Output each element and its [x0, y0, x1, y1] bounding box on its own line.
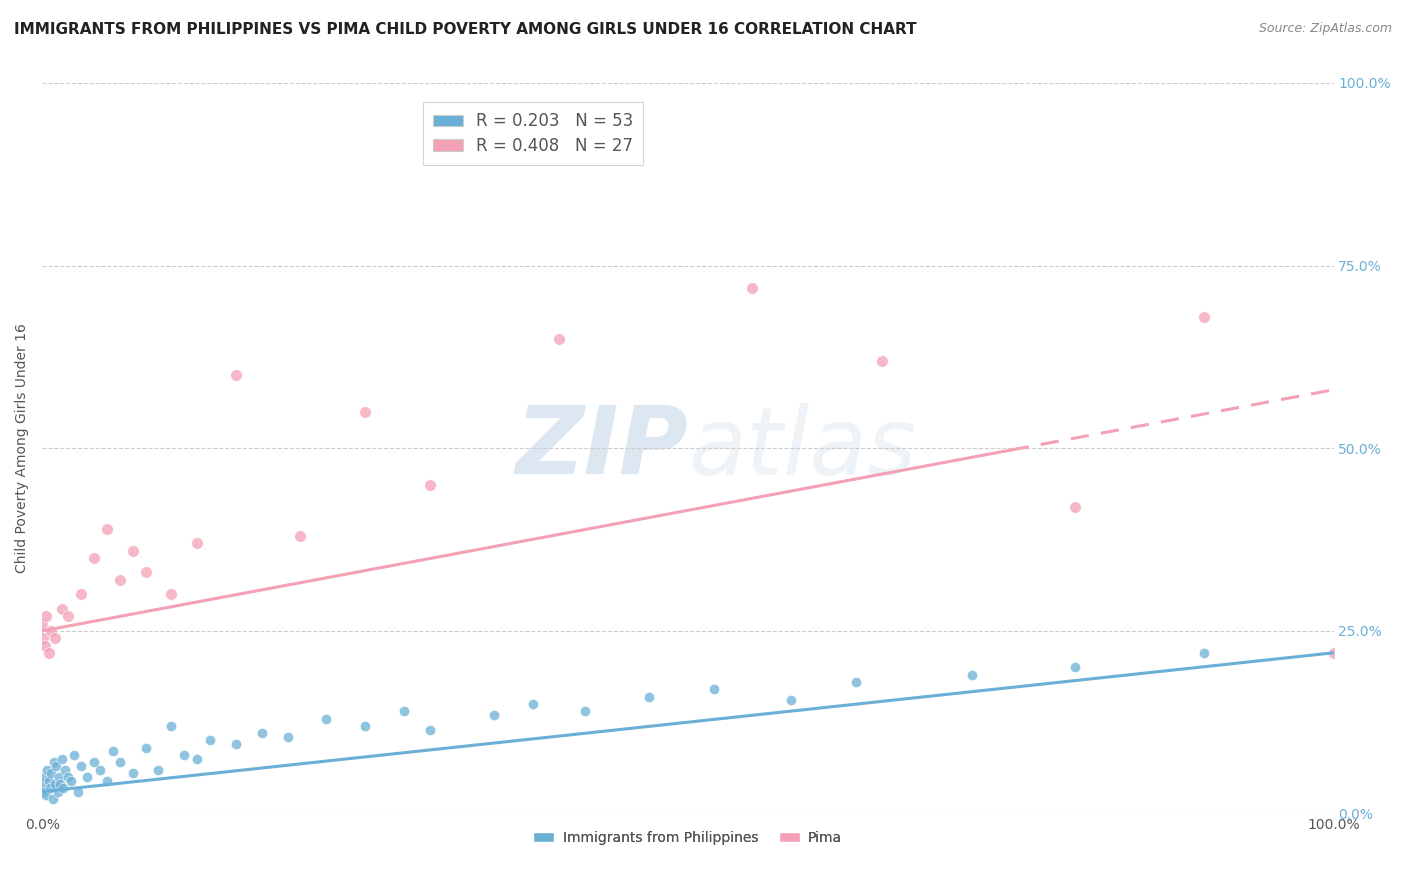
Point [34, 770, 56, 784]
Text: ZIP: ZIP [515, 402, 688, 494]
Point [741, 280, 763, 294]
Point [134, 566, 156, 580]
Point [315, 712, 337, 726]
Point [870, 353, 893, 368]
Point [277, 730, 299, 744]
Point [638, 690, 661, 704]
Point [32, 631, 55, 645]
Point [39, 766, 62, 780]
Point [63, 748, 86, 763]
Point [108, 756, 131, 770]
Point [48, 770, 70, 784]
Point [96, 522, 118, 536]
Point [45, 759, 67, 773]
Point [780, 693, 803, 707]
Point [51, 752, 73, 766]
Point [76, 770, 98, 784]
Point [55, 763, 77, 777]
Point [39, 624, 62, 638]
Point [186, 752, 208, 766]
Point [1322, 646, 1344, 660]
Point [134, 740, 156, 755]
Point [103, 744, 125, 758]
Point [34, 639, 56, 653]
Point [67, 784, 90, 798]
Point [186, 536, 208, 550]
Point [83, 756, 105, 770]
Point [1064, 660, 1087, 674]
Point [39, 780, 62, 795]
Point [547, 332, 569, 346]
Point [32, 784, 55, 798]
Point [59, 773, 82, 788]
Point [290, 529, 312, 543]
Point [37, 763, 59, 777]
Point [51, 602, 73, 616]
Point [52, 780, 75, 795]
Point [35, 789, 58, 803]
Point [31, 616, 53, 631]
Point [38, 646, 60, 660]
Point [960, 667, 983, 681]
Point [392, 704, 415, 718]
Point [703, 682, 725, 697]
Point [49, 777, 72, 791]
Point [41, 792, 63, 806]
Point [1194, 310, 1216, 324]
Point [250, 726, 273, 740]
Point [1194, 646, 1216, 660]
Point [419, 477, 441, 491]
Point [160, 587, 183, 601]
Point [83, 550, 105, 565]
Point [354, 719, 377, 733]
Point [148, 763, 170, 777]
Point [70, 587, 93, 601]
Point [44, 631, 66, 645]
Point [574, 704, 596, 718]
Point [46, 784, 69, 798]
Point [108, 573, 131, 587]
Point [96, 773, 118, 788]
Point [354, 405, 377, 419]
Point [198, 733, 221, 747]
Y-axis label: Child Poverty Among Girls Under 16: Child Poverty Among Girls Under 16 [15, 323, 30, 574]
Text: Source: ZipAtlas.com: Source: ZipAtlas.com [1258, 22, 1392, 36]
Point [42, 756, 65, 770]
Point [225, 368, 247, 383]
Point [121, 543, 143, 558]
Point [419, 723, 441, 737]
Point [522, 697, 544, 711]
Point [31, 777, 53, 791]
Legend: Immigrants from Philippines, Pima: Immigrants from Philippines, Pima [527, 825, 848, 850]
Text: IMMIGRANTS FROM PHILIPPINES VS PIMA CHILD POVERTY AMONG GIRLS UNDER 16 CORRELATI: IMMIGRANTS FROM PHILIPPINES VS PIMA CHIL… [14, 22, 917, 37]
Point [89, 763, 111, 777]
Point [70, 759, 93, 773]
Point [1064, 500, 1087, 514]
Point [482, 707, 505, 722]
Point [38, 773, 60, 788]
Point [56, 770, 79, 784]
Point [56, 609, 79, 624]
Point [160, 719, 183, 733]
Point [173, 748, 195, 763]
Point [35, 609, 58, 624]
Point [225, 737, 247, 751]
Point [845, 675, 868, 690]
Text: atlas: atlas [688, 403, 917, 494]
Point [121, 766, 143, 780]
Point [44, 777, 66, 791]
